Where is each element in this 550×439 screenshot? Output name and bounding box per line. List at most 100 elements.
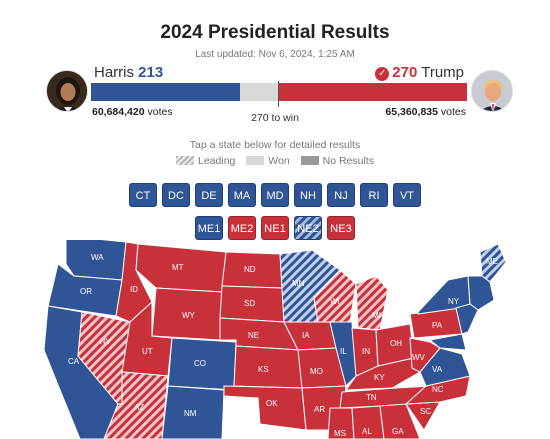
map-label-WY: WY	[182, 311, 196, 320]
trump-popular-votes: 65,360,835 votes	[385, 106, 466, 118]
map-label-ID: ID	[130, 285, 138, 294]
map-label-VA: VA	[432, 365, 443, 374]
trump-bar-fill	[278, 83, 467, 101]
map-label-OH: OH	[390, 339, 402, 348]
district-chip[interactable]: ME1	[195, 216, 223, 240]
state-chip[interactable]: DC	[162, 183, 190, 207]
map-label-MS: MS	[334, 429, 346, 438]
win-threshold-marker	[278, 81, 279, 107]
legend-won: Won	[246, 155, 290, 167]
small-states-row-1: CT DC DE MA MD NH NJ RI VT	[0, 183, 550, 207]
district-chip[interactable]: ME2	[228, 216, 256, 240]
map-label-MT: MT	[172, 263, 184, 272]
map-label-PA: PA	[432, 321, 443, 330]
last-updated-text: Last updated: Nov 6, 2024, 1:25 AM	[195, 49, 355, 60]
trump-electoral-votes: 270	[392, 64, 418, 81]
harris-portrait-icon	[47, 71, 87, 111]
map-label-WV: WV	[412, 353, 426, 362]
state-AL[interactable]	[351, 405, 385, 439]
map-label-MN: MN	[292, 279, 305, 288]
map-label-OR: OR	[80, 287, 92, 296]
state-chip[interactable]: NH	[294, 183, 322, 207]
state-MS[interactable]	[327, 407, 355, 439]
harris-name: Harris	[94, 64, 134, 81]
trump-portrait-icon	[472, 71, 512, 111]
legend-no-results: No Results	[300, 155, 374, 167]
trump-name: Trump	[421, 64, 464, 81]
won-swatch	[246, 156, 265, 165]
district-chip[interactable]: NE1	[261, 216, 289, 240]
map-label-CO: CO	[194, 359, 206, 368]
harris-electoral-votes: 213	[138, 64, 164, 81]
state-WI[interactable]	[313, 269, 357, 323]
map-label-WA: WA	[91, 253, 104, 262]
map-label-AR: AR	[314, 405, 325, 414]
state-chip[interactable]: MD	[261, 183, 289, 207]
state-chip[interactable]: MA	[228, 183, 256, 207]
harris-label: Harris 213	[94, 64, 163, 81]
map-label-UT: UT	[142, 347, 153, 356]
map-legend: Leading Won No Results	[0, 155, 550, 167]
map-label-NC: NC	[432, 385, 444, 394]
map-label-MI: MI	[372, 311, 381, 320]
us-results-map: WA OR CA NV ID MT WY UT AZ CO NM ND SD N…	[0, 240, 550, 439]
district-chip[interactable]: NE2	[294, 216, 322, 240]
tap-state-hint: Tap a state below for detailed results	[189, 139, 361, 151]
legend-leading-label: Leading	[198, 155, 236, 167]
map-label-MO: MO	[310, 367, 323, 376]
trump-votes-suffix: votes	[440, 106, 466, 118]
map-label-TN: TN	[366, 393, 377, 402]
state-MI[interactable]	[355, 275, 389, 331]
state-chip[interactable]: CT	[129, 183, 157, 207]
map-label-SD: SD	[244, 299, 255, 308]
leading-swatch	[176, 156, 194, 165]
legend-won-label: Won	[268, 155, 290, 167]
small-states-row-2: ME1 ME2 NE1 NE2 NE3	[0, 216, 550, 240]
state-WV[interactable]	[409, 337, 441, 373]
harris-bar-fill	[91, 83, 240, 101]
legend-leading: Leading	[176, 155, 235, 167]
electoral-vote-bar	[91, 81, 467, 107]
maryland-delaware-area	[428, 333, 467, 351]
to-win-label: 270 to win	[251, 112, 299, 124]
trump-avatar	[471, 70, 513, 112]
harris-vote-count: 60,684,420	[92, 106, 145, 118]
map-label-GA: GA	[392, 427, 404, 436]
state-NM[interactable]	[161, 385, 225, 439]
mid-atlantic-coast-area	[455, 303, 479, 335]
trump-label: ✓ 270 Trump	[375, 64, 464, 81]
harris-votes-suffix: votes	[147, 106, 173, 118]
map-label-KS: KS	[258, 365, 269, 374]
map-label-KY: KY	[374, 373, 385, 382]
map-label-NM: NM	[184, 409, 197, 418]
map-label-NY: NY	[448, 297, 460, 306]
state-ME[interactable]	[479, 243, 507, 283]
state-AZ[interactable]	[103, 371, 169, 439]
map-label-WI: WI	[330, 297, 340, 306]
map-label-AZ: AZ	[134, 403, 144, 412]
map-label-NE: NE	[248, 331, 259, 340]
map-label-IL: IL	[340, 347, 347, 356]
district-chip[interactable]: NE3	[327, 216, 355, 240]
state-OK[interactable]	[223, 385, 307, 431]
state-chip[interactable]: RI	[360, 183, 388, 207]
map-label-ME: ME	[486, 257, 498, 266]
state-chip[interactable]: DE	[195, 183, 223, 207]
map-label-SC: SC	[420, 407, 431, 416]
legend-no-results-label: No Results	[322, 155, 374, 167]
map-label-OK: OK	[266, 399, 278, 408]
no-results-swatch	[300, 156, 319, 165]
map-label-NV: NV	[100, 337, 112, 346]
state-GA[interactable]	[379, 403, 421, 439]
map-label-AL: AL	[362, 427, 372, 436]
check-circle-icon: ✓	[375, 67, 390, 81]
state-IL[interactable]	[329, 321, 357, 387]
state-chip[interactable]: VT	[393, 183, 421, 207]
harris-avatar	[46, 70, 88, 112]
map-label-IA: IA	[302, 331, 310, 340]
state-chip[interactable]: NJ	[327, 183, 355, 207]
page-title: 2024 Presidential Results	[160, 22, 390, 43]
map-label-ND: ND	[244, 265, 256, 274]
harris-popular-votes: 60,684,420 votes	[92, 106, 173, 118]
map-label-IN: IN	[362, 347, 370, 356]
